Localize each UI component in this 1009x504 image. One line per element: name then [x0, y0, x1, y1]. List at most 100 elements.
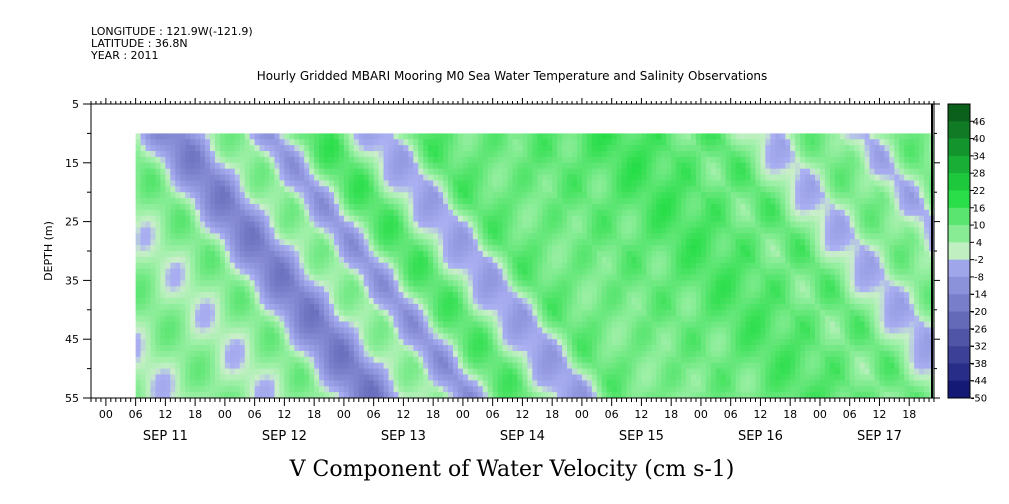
heatmap-cell — [264, 345, 270, 352]
heatmap-cell — [155, 380, 161, 387]
heatmap-cell — [398, 180, 404, 187]
heatmap-cell — [348, 186, 355, 193]
heatmap-cell — [160, 298, 166, 305]
heatmap-cell — [348, 380, 355, 387]
heatmap-cell — [338, 292, 345, 299]
heatmap-cell — [284, 256, 290, 264]
heatmap-cell — [651, 356, 657, 364]
heatmap-cell — [269, 280, 275, 287]
heatmap-cell — [214, 203, 221, 211]
heatmap-cell — [180, 333, 186, 340]
heatmap-cell — [329, 280, 335, 287]
heatmap-cell — [646, 298, 652, 305]
heatmap-cell — [497, 356, 503, 364]
heatmap-cell — [621, 298, 627, 305]
heatmap-cell — [443, 186, 449, 193]
heatmap-cell — [200, 139, 206, 146]
heatmap-cell — [562, 356, 568, 364]
heatmap-cell — [591, 274, 598, 281]
heatmap-cell — [497, 392, 503, 399]
heatmap-cell — [457, 227, 464, 234]
heatmap-cell — [140, 180, 146, 187]
heatmap-cell — [581, 292, 588, 299]
heatmap-cell — [626, 333, 632, 340]
heatmap-cell — [631, 139, 637, 146]
heatmap-cell — [180, 356, 186, 364]
heatmap-cell — [135, 239, 141, 246]
heatmap-cell — [279, 151, 285, 158]
heatmap-cell — [388, 327, 394, 334]
heatmap-cell — [324, 392, 330, 399]
heatmap-cell — [681, 209, 687, 217]
heatmap-cell — [507, 156, 513, 164]
heatmap-cell — [140, 162, 146, 170]
heatmap-cell — [596, 339, 603, 346]
heatmap-cell — [244, 239, 251, 246]
heatmap-cell — [601, 215, 608, 222]
heatmap-cell — [467, 356, 474, 364]
heatmap-cell — [661, 215, 667, 222]
heatmap-cell — [363, 321, 370, 328]
heatmap-cell — [160, 192, 166, 199]
heatmap-cell — [487, 309, 494, 317]
heatmap-cell — [254, 168, 260, 175]
heatmap-cell — [279, 145, 285, 152]
heatmap-cell — [621, 386, 627, 393]
heatmap-cell — [527, 239, 533, 246]
heatmap-cell — [259, 274, 265, 281]
heatmap-cell — [214, 280, 221, 287]
heatmap-cell — [601, 151, 608, 158]
heatmap-cell — [676, 221, 682, 228]
heatmap-cell — [348, 145, 355, 152]
heatmap-cell — [443, 386, 449, 393]
heatmap-cell — [368, 186, 375, 193]
heatmap-cell — [244, 286, 251, 293]
heatmap-cell — [224, 315, 231, 322]
heatmap-cell — [527, 133, 533, 140]
heatmap-cell — [547, 309, 553, 317]
heatmap-cell — [388, 145, 394, 152]
heatmap-cell — [219, 209, 226, 217]
heatmap-cell — [671, 374, 677, 381]
heatmap-cell — [135, 156, 141, 164]
heatmap-cell — [145, 292, 151, 299]
heatmap-cell — [512, 145, 518, 152]
heatmap-cell — [586, 180, 593, 187]
heatmap-cell — [467, 321, 474, 328]
heatmap-cell — [264, 174, 270, 181]
heatmap-cell — [165, 268, 171, 275]
heatmap-cell — [200, 239, 206, 246]
heatmap-cell — [214, 298, 221, 305]
heatmap-cell — [621, 174, 627, 181]
heatmap-cell — [666, 192, 672, 199]
heatmap-cell — [388, 345, 394, 352]
heatmap-cell — [452, 209, 459, 217]
heatmap-cell — [472, 162, 479, 170]
heatmap-cell — [477, 215, 484, 222]
heatmap-cell — [155, 386, 161, 393]
heatmap-cell — [170, 392, 176, 399]
heatmap-cell — [557, 350, 563, 358]
heatmap-cell — [611, 333, 618, 340]
heatmap-cell — [567, 368, 573, 375]
heatmap-cell — [532, 151, 538, 158]
heatmap-cell — [552, 374, 558, 381]
heatmap-cell — [378, 362, 384, 369]
heatmap-cell — [601, 251, 608, 258]
heatmap-cell — [656, 374, 662, 381]
heatmap-cell — [398, 303, 404, 311]
heatmap-cell — [671, 186, 677, 193]
heatmap-cell — [651, 256, 657, 264]
heatmap-cell — [224, 298, 231, 305]
heatmap-cell — [591, 386, 598, 393]
heatmap-cell — [348, 198, 355, 205]
heatmap-cell — [552, 256, 558, 264]
heatmap-cell — [482, 274, 489, 281]
heatmap-cell — [681, 192, 687, 199]
heatmap-cell — [646, 286, 652, 293]
heatmap-cell — [284, 203, 290, 211]
heatmap-cell — [621, 350, 627, 358]
heatmap-cell — [562, 309, 568, 317]
heatmap-cell — [457, 374, 464, 381]
heatmap-cell — [457, 133, 464, 140]
